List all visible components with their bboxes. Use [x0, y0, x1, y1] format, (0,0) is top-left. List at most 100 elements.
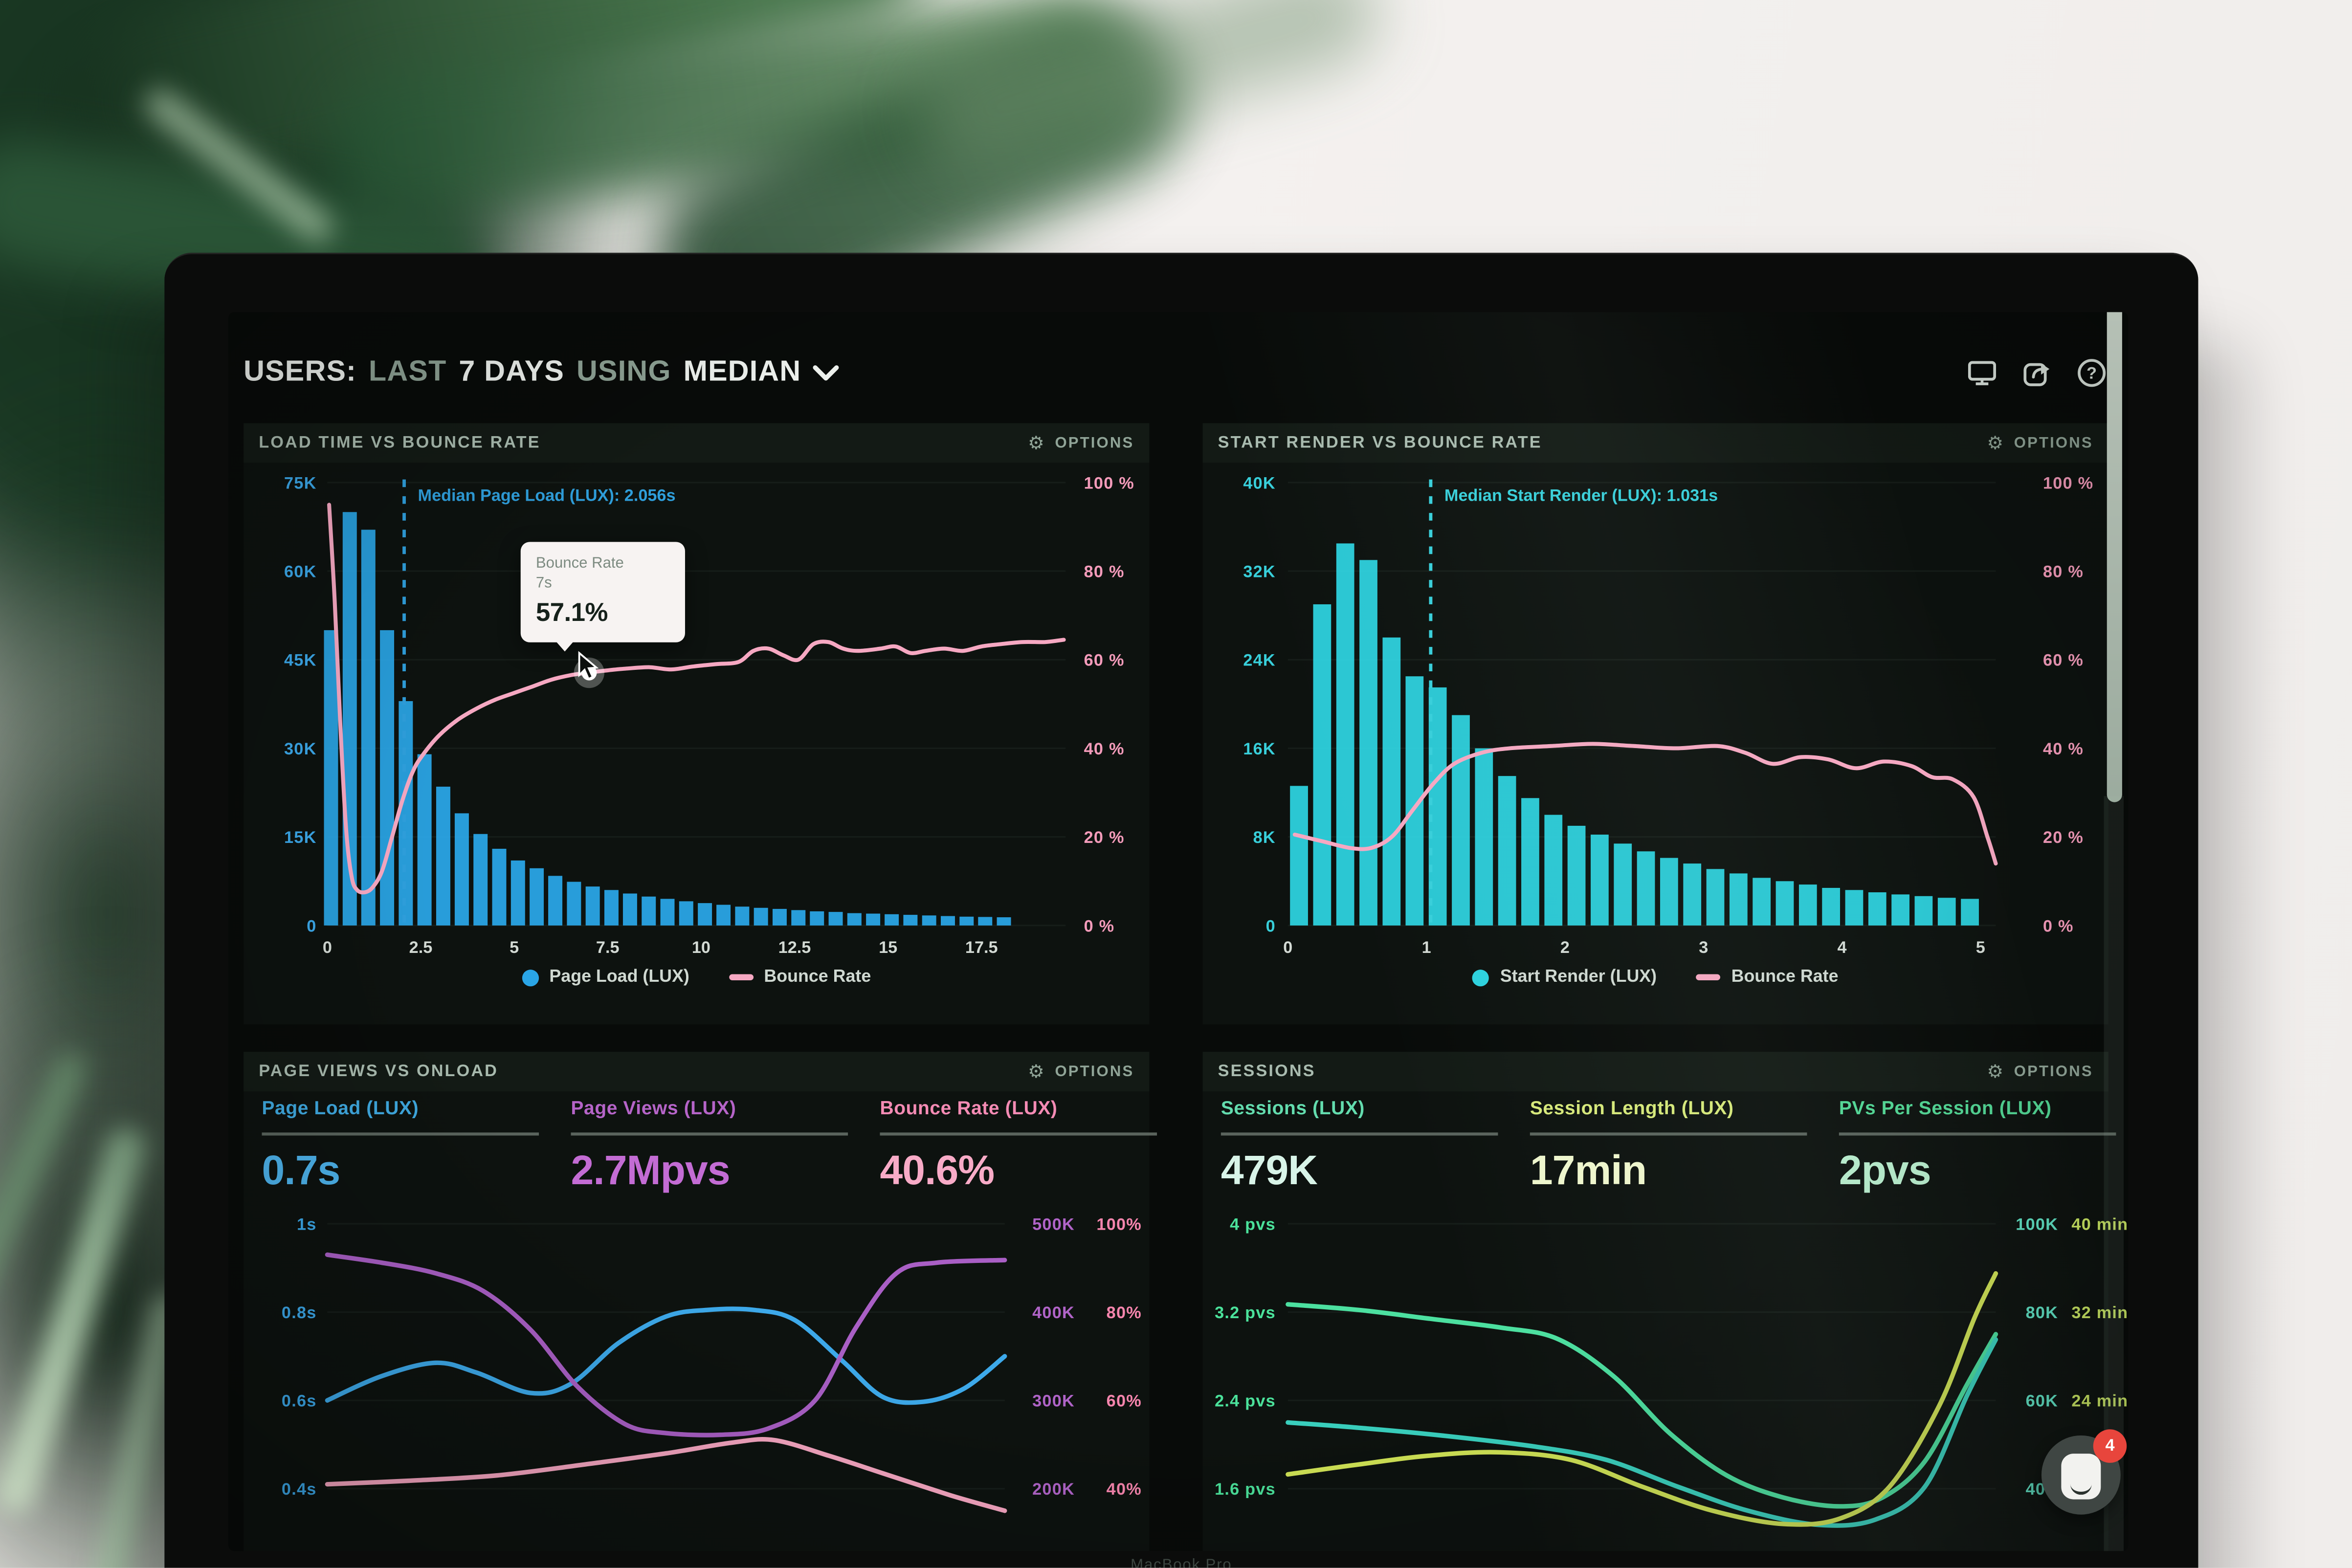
axis-label: 200K [1032, 1480, 1075, 1499]
metric-session-length: Session Length (LUX) 17min [1530, 1098, 1807, 1195]
panel-load-time-vs-bounce-rate: LOAD TIME VS BOUNCE RATE ⚙ OPTIONS Media… [244, 423, 1150, 1025]
metric-value: 479K [1220, 1148, 1318, 1193]
legend-dot-icon [522, 969, 539, 986]
axis-label: 8K [1253, 828, 1276, 847]
screen-reflection [2107, 312, 2122, 802]
metric-label: Bounce Rate (LUX) [880, 1097, 1058, 1119]
x-tick-label: 1 [1422, 938, 1431, 957]
chevron-down-icon [813, 364, 840, 380]
panel-title: START RENDER VS BOUNCE RATE [1218, 434, 1542, 452]
share-icon[interactable] [2019, 354, 2055, 391]
metric-page-views: Page Views (LUX) 2.7Mpvs [571, 1098, 848, 1195]
axis-label: 20 % [2043, 828, 2084, 847]
x-tick-label: 7.5 [596, 938, 620, 957]
axis-label: 80% [1107, 1303, 1142, 1322]
panel-title: SESSIONS [1218, 1062, 1316, 1081]
axis-label: 0 [1266, 917, 1276, 935]
laptop-brand-text: MacBook Pro [1131, 1557, 1232, 1568]
panel-sessions: SESSIONS ⚙ OPTIONS Sessions (LUX) 479K S… [1202, 1052, 2128, 1551]
metric-value: 40.6% [880, 1148, 995, 1193]
panel-page-views-vs-onload: PAGE VIEWS VS ONLOAD ⚙ OPTIONS Page Load… [244, 1052, 1157, 1551]
panel-title: LOAD TIME VS BOUNCE RATE [259, 434, 541, 452]
panel-header: PAGE VIEWS VS ONLOAD ⚙ OPTIONS [244, 1052, 1150, 1092]
axis-label: 4 pvs [1230, 1215, 1276, 1234]
chat-bubble-icon [2061, 1454, 2101, 1500]
axis-label: 80 % [1084, 563, 1125, 581]
mouse-cursor [578, 651, 599, 681]
panel-header: SESSIONS ⚙ OPTIONS [1202, 1052, 2108, 1092]
axis-label: 60K [2026, 1392, 2059, 1411]
legend-label: Bounce Rate [1731, 968, 1839, 987]
tooltip-x: 7s [535, 575, 552, 593]
axis-label: 300K [1032, 1392, 1075, 1411]
x-tick-label: 2.5 [409, 938, 433, 957]
x-tick-label: 5 [1976, 938, 1985, 957]
axis-label: 80K [2026, 1303, 2059, 1322]
axis-label: 80 % [2043, 563, 2084, 581]
axis-label: 30K [284, 740, 317, 758]
axis-label: 0 % [2043, 917, 2074, 935]
axis-label: 32K [1243, 563, 1276, 581]
gear-icon: ⚙ [1028, 432, 1046, 454]
options-button[interactable]: ⚙ OPTIONS [1028, 434, 1134, 452]
users-range-dropdown[interactable]: USERS: LAST 7 DAYS USING MEDIAN [244, 356, 840, 390]
axis-label: 0.6s [282, 1392, 317, 1411]
chart-canvas-start-render: Median Start Render (LUX): 1.031s 40K 32K 2… [1202, 423, 2108, 1024]
metric-pvs-per-session: PVs Per Session (LUX) 2pvs [1839, 1098, 2116, 1195]
options-label: OPTIONS [2014, 434, 2093, 452]
svg-text:Median Page Load (LUX): 2.056s: Median Page Load (LUX): 2.056s [418, 486, 676, 505]
axis-label: 32 min [2071, 1303, 2128, 1322]
title-segment: LAST [369, 356, 447, 388]
x-tick-label: 10 [692, 938, 710, 957]
axis-label: 40K [1243, 474, 1276, 492]
axis-label: 16K [1243, 740, 1276, 758]
gear-icon: ⚙ [1987, 1060, 2005, 1082]
panel-title: PAGE VIEWS VS ONLOAD [259, 1062, 499, 1081]
axis-label: 40 min [2071, 1215, 2128, 1234]
title-segment: USERS: [244, 356, 357, 388]
x-tick-label: 17.5 [965, 938, 998, 957]
options-label: OPTIONS [1055, 434, 1134, 452]
metric-divider [571, 1132, 848, 1136]
axis-label: 45K [284, 651, 317, 670]
metric-bounce-rate: Bounce Rate (LUX) 40.6% [880, 1098, 1157, 1195]
options-button[interactable]: ⚙ OPTIONS [1987, 434, 2093, 452]
help-icon[interactable]: ? [2073, 354, 2110, 391]
metric-label: Sessions (LUX) [1220, 1097, 1365, 1119]
svg-text:?: ? [2086, 364, 2097, 383]
options-label: OPTIONS [2014, 1063, 2093, 1080]
options-label: OPTIONS [1055, 1063, 1134, 1080]
metric-value: 17min [1530, 1148, 1647, 1193]
metric-value: 2.7Mpvs [571, 1148, 730, 1193]
options-button[interactable]: ⚙ OPTIONS [1987, 1062, 2093, 1081]
legend-item: Start Render (LUX) [1472, 968, 1657, 986]
metric-divider [1530, 1132, 1807, 1136]
axis-label: 100 % [2043, 474, 2093, 492]
metric-label: Page Load (LUX) [262, 1097, 419, 1119]
chat-smile-icon [2070, 1480, 2092, 1495]
chat-widget-button[interactable]: 4 [2041, 1429, 2127, 1515]
axis-label: 2.4 pvs [1215, 1392, 1276, 1411]
panel-header: START RENDER VS BOUNCE RATE ⚙ OPTIONS [1202, 423, 2108, 463]
options-button[interactable]: ⚙ OPTIONS [1028, 1062, 1134, 1081]
legend-line-icon [1696, 973, 1721, 981]
chart-canvas-sessions: 4 pvs 3.2 pvs 2.4 pvs 1.6 pvs 100K 80K 60K 40K 4… [1202, 1052, 2128, 1551]
axis-label: 0.4s [282, 1480, 317, 1499]
metric-divider [1220, 1132, 1498, 1136]
axis-label: 1s [297, 1215, 317, 1234]
panel-header: LOAD TIME VS BOUNCE RATE ⚙ OPTIONS [244, 423, 1150, 463]
tooltip-series: Bounce Rate [535, 555, 624, 573]
svg-text:Median Start Render (LUX): 1.0: Median Start Render (LUX): 1.031s [1444, 486, 1718, 505]
x-tick-label: 12.5 [778, 938, 811, 957]
axis-label: 100% [1096, 1215, 1142, 1234]
axis-label: 400K [1032, 1303, 1075, 1322]
axis-label: 500K [1032, 1215, 1075, 1234]
x-tick-label: 0 [1283, 938, 1292, 957]
monitor-icon[interactable] [1964, 354, 2000, 391]
x-tick-label: 4 [1838, 938, 1847, 957]
title-segment: USING [577, 356, 671, 388]
chart-canvas-load-time: Median Page Load (LUX): 2.056s 75K 60K 45K 3… [244, 423, 1149, 1024]
axis-label: 40% [1107, 1480, 1142, 1499]
